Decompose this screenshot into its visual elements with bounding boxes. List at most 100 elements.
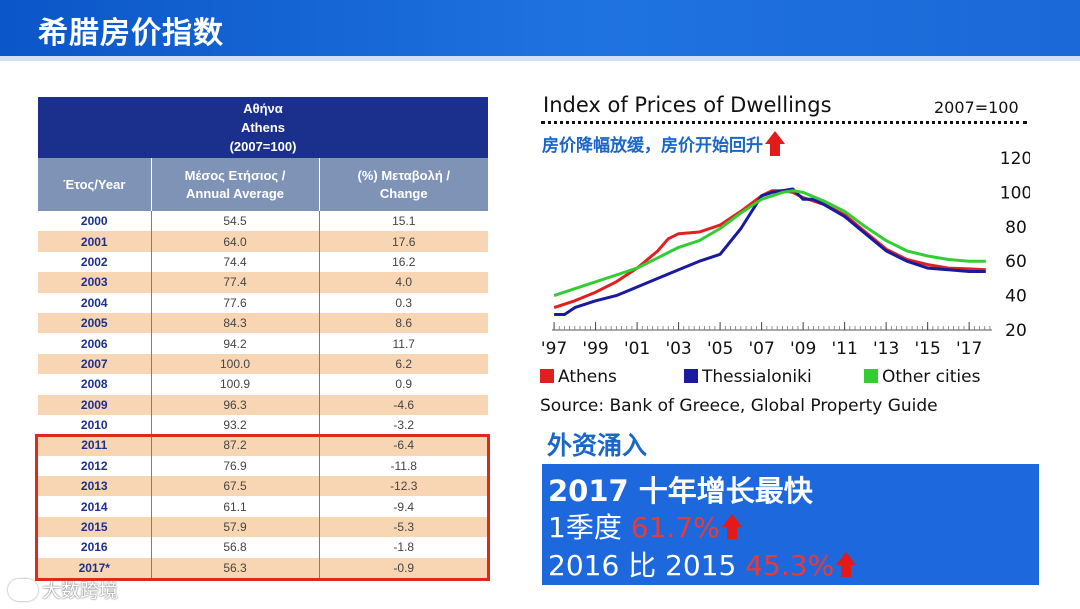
cell-change: -5.3 [319,516,488,538]
col-header-change-line: (%) Μεταβολή / [357,167,451,183]
cell-change: 0.9 [319,374,488,395]
cell-year: 2016 [38,537,152,558]
y-tick-label: 60 [1005,252,1027,272]
series-line-other-cities [553,189,986,298]
inflow-compare-line: 2016 比 2015 45.3% [548,544,857,584]
table-row: 2003 77.4 4.0 [38,272,488,293]
cell-change: 4.0 [319,272,488,293]
cell-year: 2008 [38,374,152,395]
table-row: 2016 56.8 -1.8 [38,537,488,558]
series-line-thessialoniki [554,187,986,316]
cell-average: 96.3 [151,394,320,415]
col-header-change-line: Change [379,185,428,201]
col-header-average-line: Annual Average [185,185,284,201]
table-row: 2013 67.5 -12.3 [38,476,488,497]
cell-year: 2013 [38,476,152,497]
legend-item-athens: Athens [540,367,617,387]
athens-price-table: Αθήνα Athens (2007=100) Έτος/Year Μέσος … [38,97,488,579]
table-row: 2009 96.3 -4.6 [38,394,488,415]
table-row: 2007 100.0 6.2 [38,353,488,375]
cell-change: -11.8 [319,455,488,477]
cell-average: 100.0 [151,353,320,375]
y-tick-label: 100 [1000,183,1030,203]
cell-average: 93.2 [151,414,320,436]
table-row: 2001 64.0 17.6 [38,231,488,252]
cell-average: 77.4 [151,272,320,293]
table-row: 2005 84.3 8.6 [38,312,488,334]
table-row: 2000 54.5 15.1 [38,211,488,232]
x-tick-label: '09 [790,339,816,359]
x-tick-label: '13 [873,339,899,359]
cell-change: -3.2 [319,414,488,436]
y-tick-label: 80 [1005,218,1027,238]
cell-year: 2014 [38,496,152,517]
table-row: 2015 57.9 -5.3 [38,516,488,538]
series-line-athens [553,189,986,310]
cell-change: 17.6 [319,231,488,252]
legend-item-thessialoniki: Thessialoniki [684,367,812,387]
inflow-q1-value: 61.7% [630,511,720,544]
watermark-text: 大数跨境 [42,580,119,602]
cell-year: 2002 [38,251,152,273]
cell-year: 2011 [38,435,152,456]
x-tick-label: '01 [624,339,650,359]
cell-year: 2007 [38,353,152,375]
table-row: 2008 100.9 0.9 [38,374,488,395]
cell-year: 2010 [38,414,152,436]
inflow-q1-line: 1季度 61.7% [548,506,742,546]
watermark-logo-icon [8,579,38,601]
chart-annotation-text: 房价降幅放缓，房价开始回升 [542,136,763,156]
cell-change: -1.8 [319,537,488,558]
header-divider [0,56,1080,61]
chart-title: Index of Prices of Dwellings [543,93,832,117]
cell-average: 74.4 [151,251,320,273]
x-tick-label: '11 [831,339,857,359]
x-tick-label: '97 [541,339,567,359]
col-header-change: (%) Μεταβολή / Change [319,158,488,211]
col-header-year-label: Έτος/Year [63,176,126,192]
y-tick-label: 120 [1000,150,1030,169]
table-row: 2006 94.2 11.7 [38,333,488,354]
cell-change: -12.3 [319,476,488,497]
cell-year: 2000 [38,211,152,232]
table-row: 2010 93.2 -3.2 [38,414,488,436]
cell-average: 87.2 [151,435,320,456]
legend-label: Thessialoniki [702,367,812,387]
cell-change: 16.2 [319,251,488,273]
cell-change: 6.2 [319,353,488,375]
inflow-info-box: 2017 十年增长最快 1季度 61.7% 2016 比 2015 45.3% [542,464,1039,585]
table-title-line: (2007=100) [229,139,297,154]
x-tick-label: '05 [707,339,733,359]
cell-average: 76.9 [151,455,320,477]
cell-year: 2012 [38,455,152,477]
legend-swatch-athens [540,369,554,383]
legend-item-other-cities: Other cities [864,367,980,387]
cell-average: 67.5 [151,476,320,497]
y-tick-label: 20 [1005,321,1027,341]
cell-change: -4.6 [319,394,488,415]
y-tick-label: 40 [1005,287,1027,307]
inflow-q1-label: 1季度 [548,511,622,544]
cell-year: 2005 [38,312,152,334]
x-tick-label: '15 [915,339,941,359]
col-header-average-line: Μέσος Ετήσιος / [184,167,286,183]
cell-year: 2015 [38,516,152,538]
arrow-up-icon [721,514,742,540]
inflow-compare-value: 45.3% [745,549,835,582]
highlight-box-2011-2017 [35,434,490,581]
cell-year: 2009 [38,394,152,415]
price-index-chart: '97 '99 '01 '03 '05 '07 '09 '11 '13 '15 '17 20 40 60 8… [541,150,1030,359]
table-row: 2004 77.6 0.3 [38,292,488,313]
x-tick-label: '03 [665,339,691,359]
cell-year: 2006 [38,333,152,354]
cell-change: 11.7 [319,333,488,354]
x-tick-label: '99 [582,339,608,359]
cell-average: 100.9 [151,374,320,395]
cell-year: 2004 [38,292,152,313]
col-header-average: Μέσος Ετήσιος / Annual Average [151,158,320,211]
cell-year: 2001 [38,231,152,252]
cell-average: 56.8 [151,537,320,558]
cell-change: 15.1 [319,211,488,232]
arrow-up-icon [765,131,785,157]
cell-average: 57.9 [151,516,320,538]
